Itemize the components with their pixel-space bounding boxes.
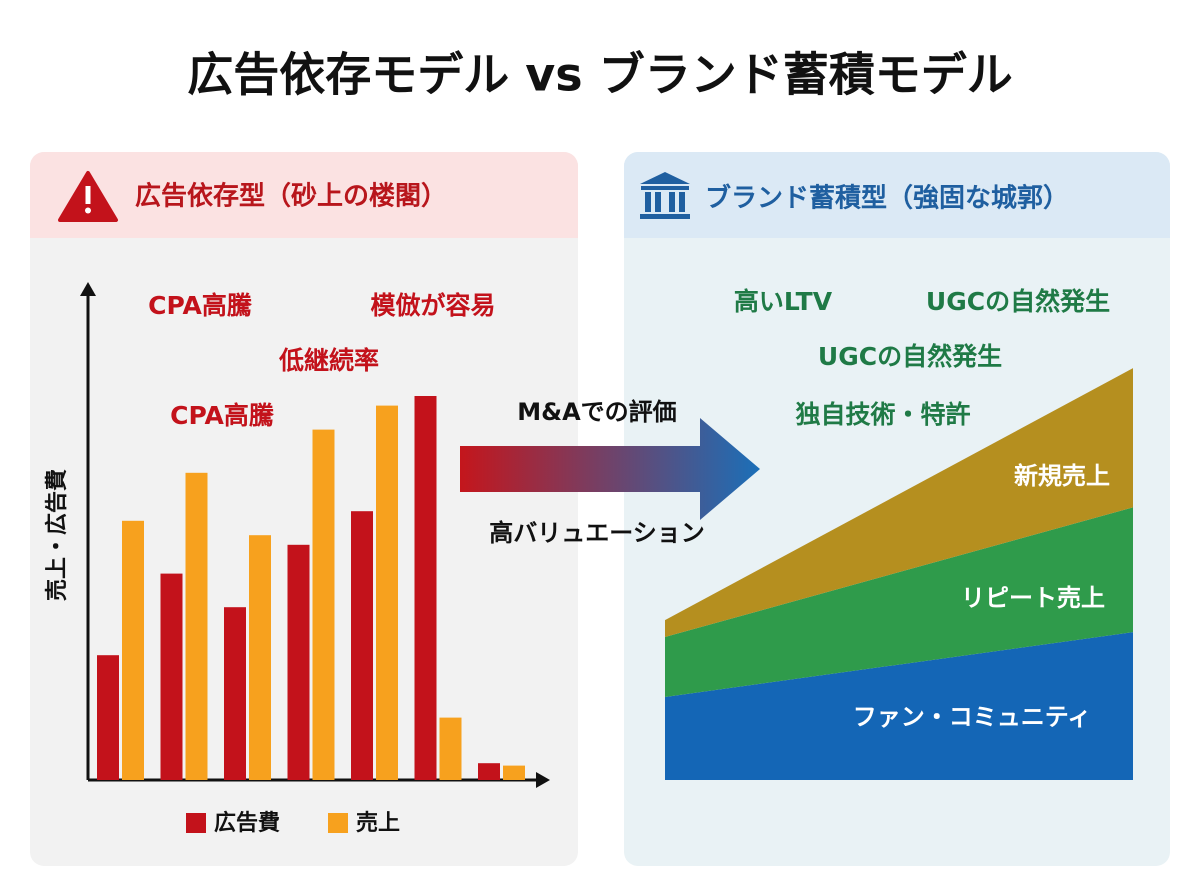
bar	[439, 717, 462, 780]
legend-swatch	[328, 813, 348, 833]
series-label: ファン・コミュニティ	[853, 703, 1092, 731]
series-label: リピート売上	[961, 584, 1105, 612]
panel-title: 広告依存型（砂上の楼閣）	[135, 181, 447, 212]
annotation: UGCの自然発生	[926, 287, 1110, 316]
area	[665, 632, 1133, 780]
annotation: UGCの自然発生	[818, 342, 1002, 371]
bar	[224, 607, 246, 780]
warning-icon	[58, 171, 118, 222]
arrow-label: 高バリュエーション	[489, 519, 705, 547]
bar	[414, 396, 437, 780]
annotation: CPA高騰	[148, 291, 253, 320]
left-header	[30, 152, 578, 238]
annotation: 高いLTV	[734, 287, 833, 316]
main-title: 広告依存モデル vs ブランド蓄積モデル	[187, 48, 1012, 102]
x-axis-arrow	[536, 772, 550, 788]
right-header	[624, 152, 1170, 238]
annotation: CPA高騰	[170, 401, 275, 430]
legend-label: 広告費	[214, 810, 280, 836]
bar	[249, 535, 271, 780]
legend-swatch	[186, 813, 206, 833]
y-axis-label: 売上・広告費	[44, 469, 70, 601]
bank-icon	[640, 172, 690, 219]
annotation: 低継続率	[278, 346, 379, 375]
bar	[478, 763, 500, 780]
bar	[185, 472, 208, 780]
bar	[351, 511, 373, 780]
annotation: 独自技術・特許	[795, 400, 970, 429]
arrow-label: M&Aでの評価	[517, 398, 676, 426]
area	[665, 368, 1133, 637]
bar	[503, 765, 525, 780]
bar	[160, 573, 183, 780]
bar	[287, 544, 310, 780]
bar	[312, 429, 335, 780]
transition-arrow	[460, 418, 760, 520]
y-axis-arrow	[80, 282, 96, 296]
legend-label: 売上	[356, 810, 400, 836]
bar	[376, 405, 398, 780]
series-label: 新規売上	[1014, 462, 1110, 490]
bar	[122, 520, 144, 780]
area	[665, 507, 1133, 697]
panel-title: ブランド蓄積型（強固な城郭）	[705, 183, 1069, 214]
bar	[97, 655, 119, 780]
annotation: 模倣が容易	[370, 291, 495, 320]
